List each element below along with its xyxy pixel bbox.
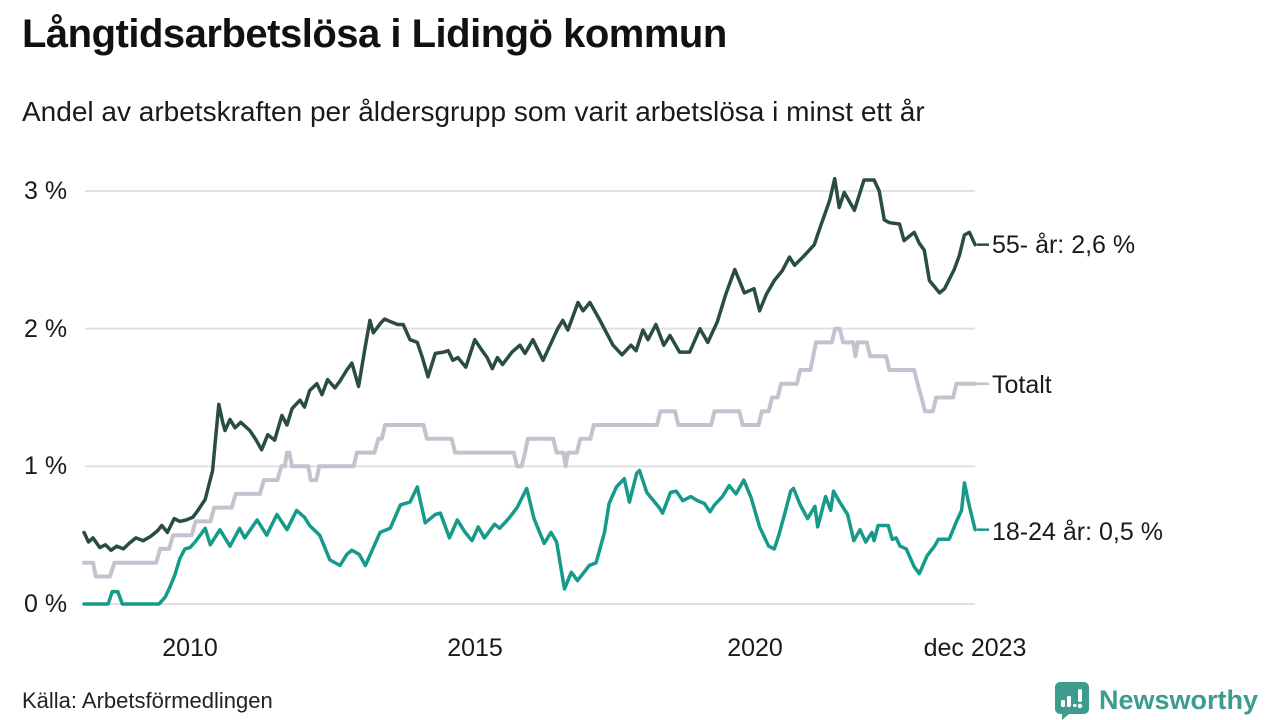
series-line-2 xyxy=(82,468,977,606)
x-axis-tick-2015: 2015 xyxy=(447,634,503,662)
series-line-0 xyxy=(82,176,977,553)
newsworthy-logo[interactable]: Newsworthy xyxy=(1052,680,1258,720)
y-axis-tick-3: 3 % xyxy=(24,177,68,205)
x-axis-tick-dec-2023: dec 2023 xyxy=(923,634,1027,662)
newsworthy-wordmark: Newsworthy xyxy=(1098,684,1258,715)
y-axis-tick-2: 2 % xyxy=(24,315,68,343)
page-subtitle: Andel av arbetskraften per åldersgrupp s… xyxy=(22,96,925,127)
source-note: Källa: Arbetsförmedlingen xyxy=(22,688,273,713)
x-axis-tick-2020: 2020 xyxy=(727,634,783,662)
x-axis-tick-2010: 2010 xyxy=(162,634,218,662)
series-label-totalt: Totalt xyxy=(992,371,1052,399)
series-label-18-24-ar: 18-24 år: 0,5 % xyxy=(992,518,1163,546)
series-label-55-ar: 55- år: 2,6 % xyxy=(992,231,1136,259)
series-line-1 xyxy=(82,326,978,579)
y-axis-tick-1: 1 % xyxy=(24,452,68,480)
newsworthy-bubble-chart-icon xyxy=(1052,680,1090,720)
y-axis-tick-0: 0 % xyxy=(24,590,68,618)
page-title: Långtidsarbetslösa i Lidingö kommun xyxy=(22,12,727,56)
